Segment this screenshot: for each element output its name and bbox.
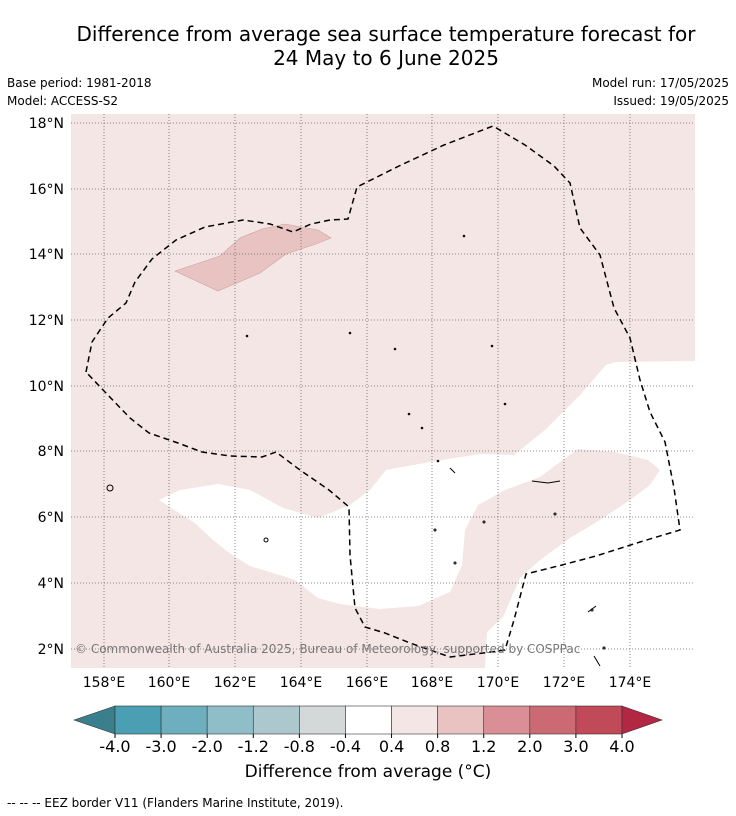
title-line-2: 24 May to 6 June 2025 [273, 46, 499, 70]
longitude-labels: 158°E 160°E 162°E 164°E 166°E 168°E 170°… [83, 675, 652, 691]
lon-label: 172°E [543, 675, 586, 691]
colorbar-segment [483, 705, 531, 735]
lat-label: 4°N [38, 576, 64, 592]
lat-label: 16°N [29, 182, 64, 198]
colorbar-segment [437, 705, 485, 735]
lat-label: 6°N [38, 510, 64, 526]
model-name: Model: ACCESS-S2 [7, 94, 119, 108]
lon-label: 162°E [214, 675, 257, 691]
colorbar-tick-label: -1.2 [238, 737, 269, 756]
lon-label: 166°E [346, 675, 389, 691]
colorbar-segment [391, 705, 438, 735]
lon-label: 174°E [609, 675, 652, 691]
colorbar-high-extend [621, 705, 663, 735]
colorbar-segment [529, 705, 577, 735]
colorbar-tick-label: 4.0 [609, 737, 634, 756]
lat-label: 2°N [38, 642, 64, 658]
copyright-notice: © Commonwealth of Australia 2025, Bureau… [75, 642, 580, 656]
lat-label: 10°N [29, 379, 64, 395]
lon-label: 168°E [411, 675, 454, 691]
colorbar: -4.0 -3.0 -2.0 -1.2 -0.8 -0.4 0.4 0.8 1.2 2.0 3.0 4… [73, 705, 663, 756]
colorbar-segment [575, 705, 623, 735]
lon-label: 158°E [83, 675, 126, 691]
lat-label: 8°N [38, 444, 64, 460]
colorbar-tick-label: 1.2 [471, 737, 496, 756]
colorbar-tick-label: 3.0 [563, 737, 588, 756]
lon-label: 170°E [477, 675, 520, 691]
lon-label: 160°E [148, 675, 191, 691]
eez-footnote: -- -- -- EEZ border V11 (Flanders Marine… [7, 796, 344, 810]
colorbar-tick-label: -2.0 [192, 737, 223, 756]
colorbar-segment [206, 705, 254, 735]
colorbar-segment [160, 705, 208, 735]
anomaly-neutral-region [159, 361, 695, 668]
map-title: Difference from average sea surface temp… [0, 22, 736, 70]
latitude-labels: 18°N 16°N 14°N 12°N 10°N 8°N 6°N 4°N 2°N [29, 116, 64, 658]
colorbar-segment [345, 705, 392, 735]
issued-date: Issued: 19/05/2025 [613, 94, 729, 108]
colorbar-tick-label: -4.0 [99, 737, 130, 756]
lat-label: 14°N [29, 247, 64, 263]
colorbar-segment [114, 705, 162, 735]
colorbar-tick-label: 0.8 [425, 737, 450, 756]
anomaly-0.8-1.2-patch [174, 223, 332, 292]
lat-label: 18°N [29, 116, 64, 132]
colorbar-ticks: -4.0 -3.0 -2.0 -1.2 -0.8 -0.4 0.4 0.8 1.2 2.0 3.0 4… [99, 734, 635, 756]
colorbar-segment [252, 705, 300, 735]
lon-label: 164°E [280, 675, 323, 691]
colorbar-tick-label: -3.0 [145, 737, 176, 756]
colorbar-tick-label: -0.4 [330, 737, 361, 756]
meta-right: Model run: 17/05/2025 Issued: 19/05/2025 [592, 74, 729, 110]
colorbar-tick-label: 2.0 [517, 737, 542, 756]
title-line-1: Difference from average sea surface temp… [76, 22, 696, 46]
colorbar-tick-label: 0.4 [379, 737, 404, 756]
islands [106, 234, 606, 667]
map-area: © Commonwealth of Australia 2025, Bureau… [71, 114, 695, 668]
colorbar-segment [299, 705, 346, 735]
eez-border [85, 125, 681, 658]
model-run: Model run: 17/05/2025 [591, 76, 729, 90]
colorbar-label: Difference from average (°C) [244, 762, 492, 782]
base-period: Base period: 1981-2018 [7, 76, 152, 90]
meta-left: Base period: 1981-2018 Model: ACCESS-S2 [7, 74, 152, 110]
colorbar-tick-label: -0.8 [284, 737, 315, 756]
colorbar-low-extend [73, 705, 116, 735]
colorbar-segments [114, 705, 623, 735]
lat-label: 12°N [29, 313, 64, 329]
